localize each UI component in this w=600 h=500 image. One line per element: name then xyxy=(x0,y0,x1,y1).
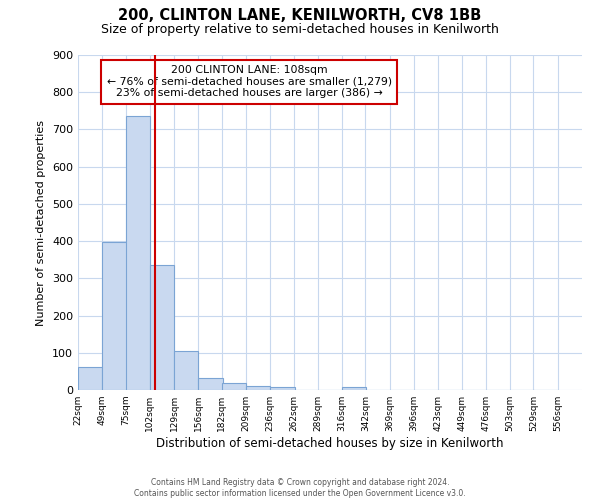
Bar xyxy=(342,387,367,390)
Bar xyxy=(222,384,246,390)
Y-axis label: Number of semi-detached properties: Number of semi-detached properties xyxy=(37,120,46,326)
Text: 200, CLINTON LANE, KENILWORTH, CV8 1BB: 200, CLINTON LANE, KENILWORTH, CV8 1BB xyxy=(118,8,482,22)
Bar xyxy=(102,242,127,390)
Bar xyxy=(199,378,223,390)
Bar xyxy=(125,116,150,390)
Text: Contains HM Land Registry data © Crown copyright and database right 2024.
Contai: Contains HM Land Registry data © Crown c… xyxy=(134,478,466,498)
Bar xyxy=(78,366,102,390)
Bar xyxy=(150,265,174,390)
Bar xyxy=(270,388,295,390)
Text: 200 CLINTON LANE: 108sqm
← 76% of semi-detached houses are smaller (1,279)
23% o: 200 CLINTON LANE: 108sqm ← 76% of semi-d… xyxy=(107,65,392,98)
Text: Size of property relative to semi-detached houses in Kenilworth: Size of property relative to semi-detach… xyxy=(101,22,499,36)
X-axis label: Distribution of semi-detached houses by size in Kenilworth: Distribution of semi-detached houses by … xyxy=(156,437,504,450)
Bar xyxy=(174,351,199,390)
Bar xyxy=(246,386,270,390)
